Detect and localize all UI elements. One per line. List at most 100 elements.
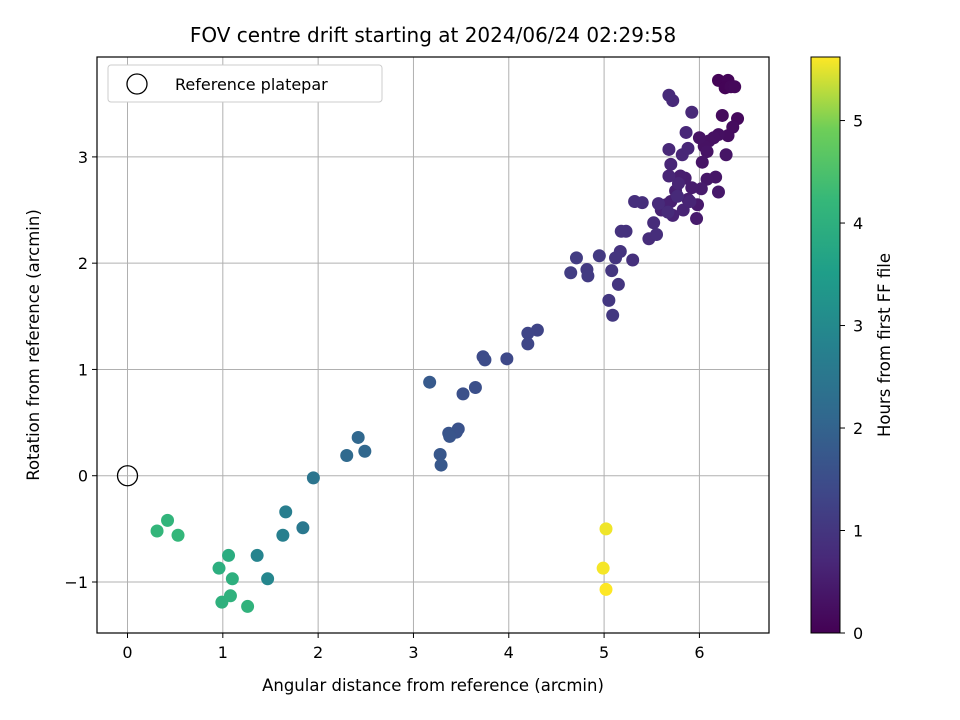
colorbar-tick-label: 1 (853, 522, 863, 541)
scatter-point (433, 447, 447, 461)
scatter-point (602, 293, 616, 307)
colorbar-gradient (810, 56, 841, 634)
colorbar-tick-label: 3 (853, 317, 863, 336)
scatter-point (671, 176, 685, 190)
x-tick-label: 0 (122, 643, 132, 662)
scatter-point (719, 148, 733, 162)
scatter-point (569, 251, 583, 265)
scatter-point (685, 181, 699, 195)
scatter-point (628, 195, 642, 209)
reference-platepar-marker (116, 465, 139, 487)
scatter-point (700, 172, 714, 186)
legend-label-reference: Reference platepar (175, 75, 328, 94)
colorbar-tick-label: 4 (853, 214, 863, 233)
scatter-point (662, 88, 676, 102)
plot-frame (96, 56, 770, 634)
scatter-point (605, 264, 619, 278)
scatter-point (599, 582, 613, 596)
scatter-point (423, 375, 437, 389)
x-tick-label: 2 (313, 643, 323, 662)
colorbar-ticks: 0 1 2 3 4 5 (840, 112, 863, 643)
y-axis-ticks: −1 0 1 2 3 (64, 148, 97, 592)
x-axis-label: Angular distance from reference (arcmin) (262, 676, 604, 695)
scatter-point (456, 387, 470, 401)
scatter-point (651, 197, 665, 211)
scatter-point (695, 155, 709, 169)
scatter-point (443, 429, 457, 443)
scatter-point (692, 131, 706, 145)
scatter-point (150, 524, 164, 538)
colorbar: 0 1 2 3 4 5 Hours from first FF file (810, 56, 894, 643)
x-axis-ticks: 0 1 2 3 4 5 6 (122, 633, 705, 662)
scatter-point (279, 505, 293, 519)
scatter-point (592, 249, 606, 263)
y-axis-label: Rotation from reference (arcmin) (24, 209, 43, 481)
scatter-point (609, 251, 623, 265)
colorbar-tick-label: 5 (853, 112, 863, 131)
colorbar-tick-label: 2 (853, 419, 863, 438)
x-tick-label: 4 (504, 643, 514, 662)
scatter-point (606, 308, 620, 322)
scatter-point (711, 185, 725, 199)
scatter-points (116, 73, 745, 613)
chart-title: FOV centre drift starting at 2024/06/24 … (190, 23, 676, 47)
y-tick-label: 2 (78, 254, 88, 273)
scatter-point (599, 522, 613, 536)
scatter-point (662, 169, 676, 183)
scatter-point (161, 513, 175, 527)
scatter-point (694, 182, 708, 196)
scatter-point (261, 572, 275, 586)
y-tick-label: −1 (64, 573, 88, 592)
scatter-point (662, 142, 676, 156)
scatter-point (679, 125, 693, 139)
legend-box (107, 64, 383, 103)
scatter-point (664, 157, 678, 171)
scatter-point (241, 599, 255, 613)
scatter-point (681, 141, 695, 155)
scatter-point (611, 277, 625, 291)
y-tick-label: 0 (78, 467, 88, 486)
x-tick-label: 1 (218, 643, 228, 662)
scatter-point (700, 145, 714, 159)
scatter-point (212, 561, 226, 575)
legend: Reference platepar (107, 64, 383, 103)
scatter-point (685, 105, 699, 119)
x-tick-label: 6 (694, 643, 704, 662)
y-tick-label: 1 (78, 360, 88, 379)
scatter-point (521, 326, 535, 340)
scatter-point (564, 266, 578, 280)
scatter-point (683, 195, 697, 209)
scatter-point (222, 548, 236, 562)
scatter-point (650, 227, 664, 241)
grid-lines (97, 57, 769, 633)
colorbar-tick-label: 0 (853, 624, 863, 643)
scatter-point (171, 528, 185, 542)
scatter-point (250, 548, 264, 562)
scatter-point (340, 449, 354, 463)
legend-marker-reference (126, 73, 148, 95)
scatter-point (626, 253, 640, 267)
scatter-point (670, 189, 684, 203)
scatter-point (715, 108, 729, 122)
scatter-point (276, 528, 290, 542)
scatter-point (690, 212, 704, 226)
scatter-point (468, 381, 482, 395)
scatter-point (521, 337, 535, 351)
scatter-point (647, 216, 661, 230)
scatter-point (306, 471, 320, 485)
scatter-point (721, 129, 735, 143)
scatter-point (728, 80, 742, 94)
scatter-point (478, 353, 492, 367)
x-tick-label: 3 (408, 643, 418, 662)
y-tick-label: 3 (78, 148, 88, 167)
scatter-point (596, 561, 610, 575)
x-tick-label: 5 (599, 643, 609, 662)
scatter-point (581, 269, 595, 283)
colorbar-label: Hours from first FF file (875, 253, 894, 437)
scatter-point (225, 572, 239, 586)
scatter-point (500, 352, 514, 366)
scatter-point (661, 205, 675, 219)
scatter-point (614, 224, 628, 238)
scatter-point (351, 430, 365, 444)
